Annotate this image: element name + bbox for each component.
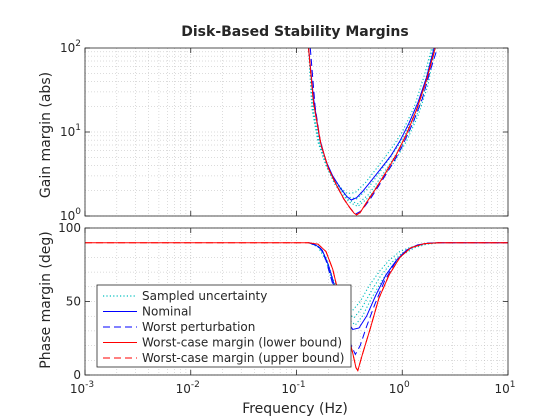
series-group [85,242,508,372]
y-tick-label: 100 [58,221,81,235]
phase-y-axis-label: Phase margin (deg) [38,231,54,368]
y-tick-label: 0 [73,368,81,382]
gain-y-axis-label: Gain margin (abs) [38,72,54,198]
legend-label: Worst-case margin (upper bound) [142,351,344,365]
series-line-worst-case-margin-upper-bound [308,48,436,216]
chart-title: Disk-Based Stability Margins [181,24,408,40]
legend-label: Nominal [142,305,192,319]
y-tick-label: 101 [60,123,81,139]
series-group [308,48,438,216]
gain-margin-axes: 100 101 102 [60,39,509,223]
grid [84,227,508,376]
x-axis-label: Frequency (Hz) [242,401,348,417]
x-tick-label: 100 [389,380,410,396]
series-line-sampled-uncertainty-0 [308,48,433,195]
y-tick-label: 50 [66,295,81,309]
grid [84,48,508,217]
legend-box [96,284,352,368]
y-tick-label: 100 [60,207,81,223]
series-line-worst-case-margin-upper-bound [85,242,508,372]
series-line-sampled-uncertainty-1 [308,48,434,200]
x-tick-label: 10-3 [70,380,94,396]
y-tick-label: 102 [60,39,81,55]
x-tick-label: 101 [494,380,515,396]
legend-label: Worst perturbation [142,320,255,334]
x-tick-label: 10-1 [281,380,305,396]
legend-label: Sampled uncertainty [142,289,267,303]
legend-label: Worst-case margin (lower bound) [142,336,342,350]
x-tick-label: 10-2 [176,380,200,396]
